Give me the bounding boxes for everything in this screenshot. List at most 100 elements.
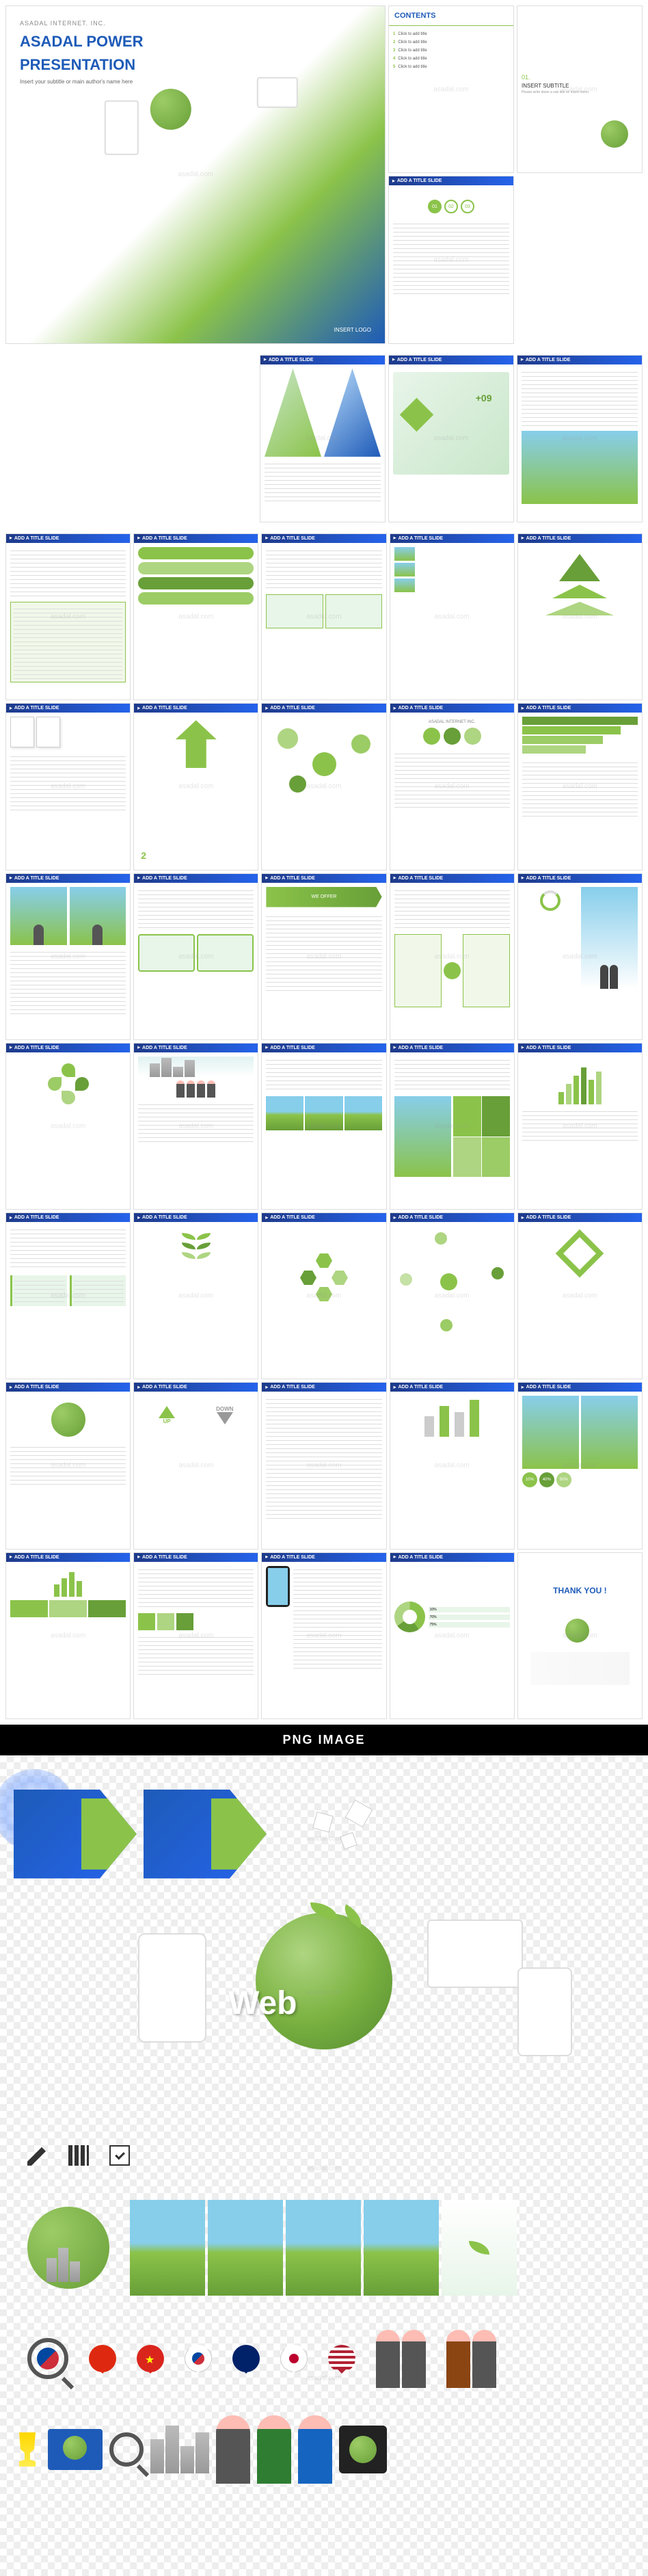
flag-china-icon	[89, 2345, 116, 2372]
building-icon	[68, 2145, 89, 2166]
slide-27: ADD A TITLE SLIDEasadal.com	[5, 1212, 131, 1379]
slide-thankyou: THANK YOU !asadal.com	[517, 1552, 643, 1719]
slide-clover: ADD A TITLE SLIDEasadal.com	[5, 1043, 131, 1210]
flag-vietnam-icon: ★	[137, 2345, 164, 2372]
tablet-globe-icon	[339, 2426, 387, 2473]
slide-38: ADD A TITLE SLIDEasadal.com	[133, 1552, 258, 1719]
slide-arrow-up: ADD A TITLE SLIDE2asadal.com	[133, 703, 258, 870]
cover-slide: ASADAL INTERNET. INC. ASADAL POWER PRESE…	[5, 5, 386, 344]
city-photo-4	[364, 2200, 439, 2296]
slide-earth: ADD A TITLE SLIDEasadal.com	[5, 1382, 131, 1549]
png-assets-area: asadal.com Web asadal.com	[0, 1755, 648, 2576]
document-check-icon	[109, 2145, 130, 2166]
flag-row: ★	[14, 2316, 634, 2402]
arrow-asset-2	[144, 1790, 267, 1878]
photo-strip	[130, 2200, 517, 2296]
slide-4: ADD A TITLE SLIDE asadal.com	[260, 355, 386, 522]
handshake-people-icon-2	[446, 2330, 496, 2388]
tablet-asset	[427, 1920, 523, 1988]
person-1-icon	[216, 2415, 250, 2484]
cover-graphic	[82, 65, 309, 183]
slide-9: ADD A TITLE SLIDEasadal.com	[261, 533, 386, 700]
slide-phone: ADD A TITLE SLIDEasadal.com	[261, 1552, 386, 1719]
slide-hexagons: ADD A TITLE SLIDEasadal.com	[261, 1212, 386, 1379]
png-section-header: PNG IMAGE	[0, 1725, 648, 1755]
section-sub: Please write down a sub title on insert …	[522, 90, 638, 94]
slide-banner: ADD A TITLE SLIDEWE OFFERasadal.com	[261, 873, 386, 1040]
slide-8: ADD A TITLE SLIDEasadal.com	[133, 533, 258, 700]
hero-graphic: Web	[14, 1913, 634, 2132]
slide-5: ADD A TITLE SLIDE +09 asadal.com	[388, 355, 514, 522]
slide-photos3: ADD A TITLE SLIDEasadal.com	[261, 1043, 386, 1210]
phone-asset-2	[517, 1967, 572, 2056]
slide-grid-row1: ASADAL INTERNET. INC. ASADAL POWER PRESE…	[0, 0, 648, 349]
slide-20: ADD A TITLE SLIDEasadal.com	[390, 873, 515, 1040]
slide-bubbles: ADD A TITLE SLIDEasadal.com	[261, 703, 386, 870]
slide-badges: ADD A TITLE SLIDEASADAL INTERNET INC.asa…	[390, 703, 515, 870]
trophy-icon	[14, 2432, 41, 2467]
template-preview-container: ASADAL INTERNET. INC. ASADAL POWER PRESE…	[0, 0, 648, 2576]
icon-strip	[14, 2132, 634, 2179]
slide-7: ADD A TITLE SLIDEasadal.com	[5, 533, 131, 700]
hand-plant-photo	[442, 2200, 517, 2296]
slide-hand: ADD A TITLE SLIDEasadal.com	[390, 1043, 515, 1210]
slide-37: ADD A TITLE SLIDEasadal.com	[5, 1552, 131, 1719]
cover-title-1: ASADAL POWER	[20, 34, 371, 50]
slide-updown: ADD A TITLE SLIDEUPDOWNasadal.com	[133, 1382, 258, 1549]
laptop-globe-icon	[48, 2429, 103, 2470]
slide-circles: ADD A TITLE SLIDE 01 02 03 asadal.com	[388, 176, 514, 343]
city-photo-1	[130, 2200, 205, 2296]
slide-grid-row1b: ADD A TITLE SLIDE asadal.com ADD A TITLE…	[0, 349, 648, 528]
slide-6: ADD A TITLE SLIDE asadal.com	[517, 355, 643, 522]
phone-asset	[138, 1933, 206, 2043]
slide-diamond: ADD A TITLE SLIDEasadal.com	[517, 1212, 643, 1379]
slide-donut: ADD A TITLE SLIDE10%70%75%asadal.com	[390, 1552, 515, 1719]
slide-grid-main: ADD A TITLE SLIDEasadal.com ADD A TITLE …	[0, 528, 648, 1725]
circle-02: 02	[444, 200, 458, 213]
arrow-asset-1	[14, 1790, 137, 1878]
photo-strip-row	[14, 2193, 634, 2302]
contents-slide: CONTENTS 1Click to add title 2Click to a…	[388, 5, 514, 173]
section-graphic	[601, 120, 635, 155]
slide-handshake: ADD A TITLE SLIDEasadal.com	[517, 873, 643, 1040]
contents-title: CONTENTS	[389, 6, 513, 26]
flag-usa-icon	[328, 2345, 355, 2372]
magnifier-icon	[109, 2432, 144, 2467]
cover-company: ASADAL INTERNET. INC.	[20, 20, 371, 27]
section-slide: 01. INSERT SUBTITLE Please write down a …	[517, 5, 643, 173]
slide-pyramid: ADD A TITLE SLIDEasadal.com	[517, 533, 643, 700]
city-photo-3	[286, 2200, 361, 2296]
web-text: Web	[228, 1984, 297, 2022]
slide-10: ADD A TITLE SLIDEasadal.com	[390, 533, 515, 700]
globe-icon	[150, 89, 191, 130]
section-title: INSERT SUBTITLE	[522, 83, 638, 89]
circle-01: 01	[428, 200, 442, 213]
bottom-assets-row	[14, 2415, 634, 2484]
city-photo-2	[208, 2200, 283, 2296]
slide-17: ADD A TITLE SLIDEasadal.com	[5, 873, 131, 1040]
asset-row-arrows	[14, 1783, 634, 1885]
buildings-icon	[150, 2426, 209, 2473]
slide-34: ADD A TITLE SLIDEasadal.com	[261, 1382, 386, 1549]
slide-columns: ADD A TITLE SLIDEasadal.com	[390, 1382, 515, 1549]
slide-leaves: ADD A TITLE SLIDEasadal.com	[133, 1212, 258, 1379]
slide-18: ADD A TITLE SLIDEasadal.com	[133, 873, 258, 1040]
person-3-icon	[298, 2415, 332, 2484]
big-globe-icon: Web	[256, 1913, 392, 2049]
flag-japan-icon	[280, 2345, 308, 2372]
slide-12: ADD A TITLE SLIDEasadal.com	[5, 703, 131, 870]
slide-percents: ADD A TITLE SLIDE10%40%50%asadal.com	[517, 1382, 643, 1549]
flag-australia-icon	[232, 2345, 260, 2372]
circle-03: 03	[461, 200, 474, 213]
magnifier-korea-icon	[27, 2338, 68, 2379]
slide-bars: ADD A TITLE SLIDEasadal.com	[517, 1043, 643, 1210]
slide-radial: ADD A TITLE SLIDEasadal.com	[390, 1212, 515, 1379]
cube-burst-icon	[273, 1783, 410, 1885]
thank-you-text: THANK YOU !	[553, 1586, 606, 1595]
flag-korea-icon	[185, 2345, 212, 2372]
slide-skyline: ADD A TITLE SLIDEasadal.com	[133, 1043, 258, 1210]
logo-placeholder: INSERT LOGO	[334, 327, 371, 333]
contents-list: 1Click to add title 2Click to add title …	[389, 26, 513, 75]
globe-city-icon	[14, 2193, 123, 2302]
handshake-people-icon	[376, 2330, 426, 2388]
